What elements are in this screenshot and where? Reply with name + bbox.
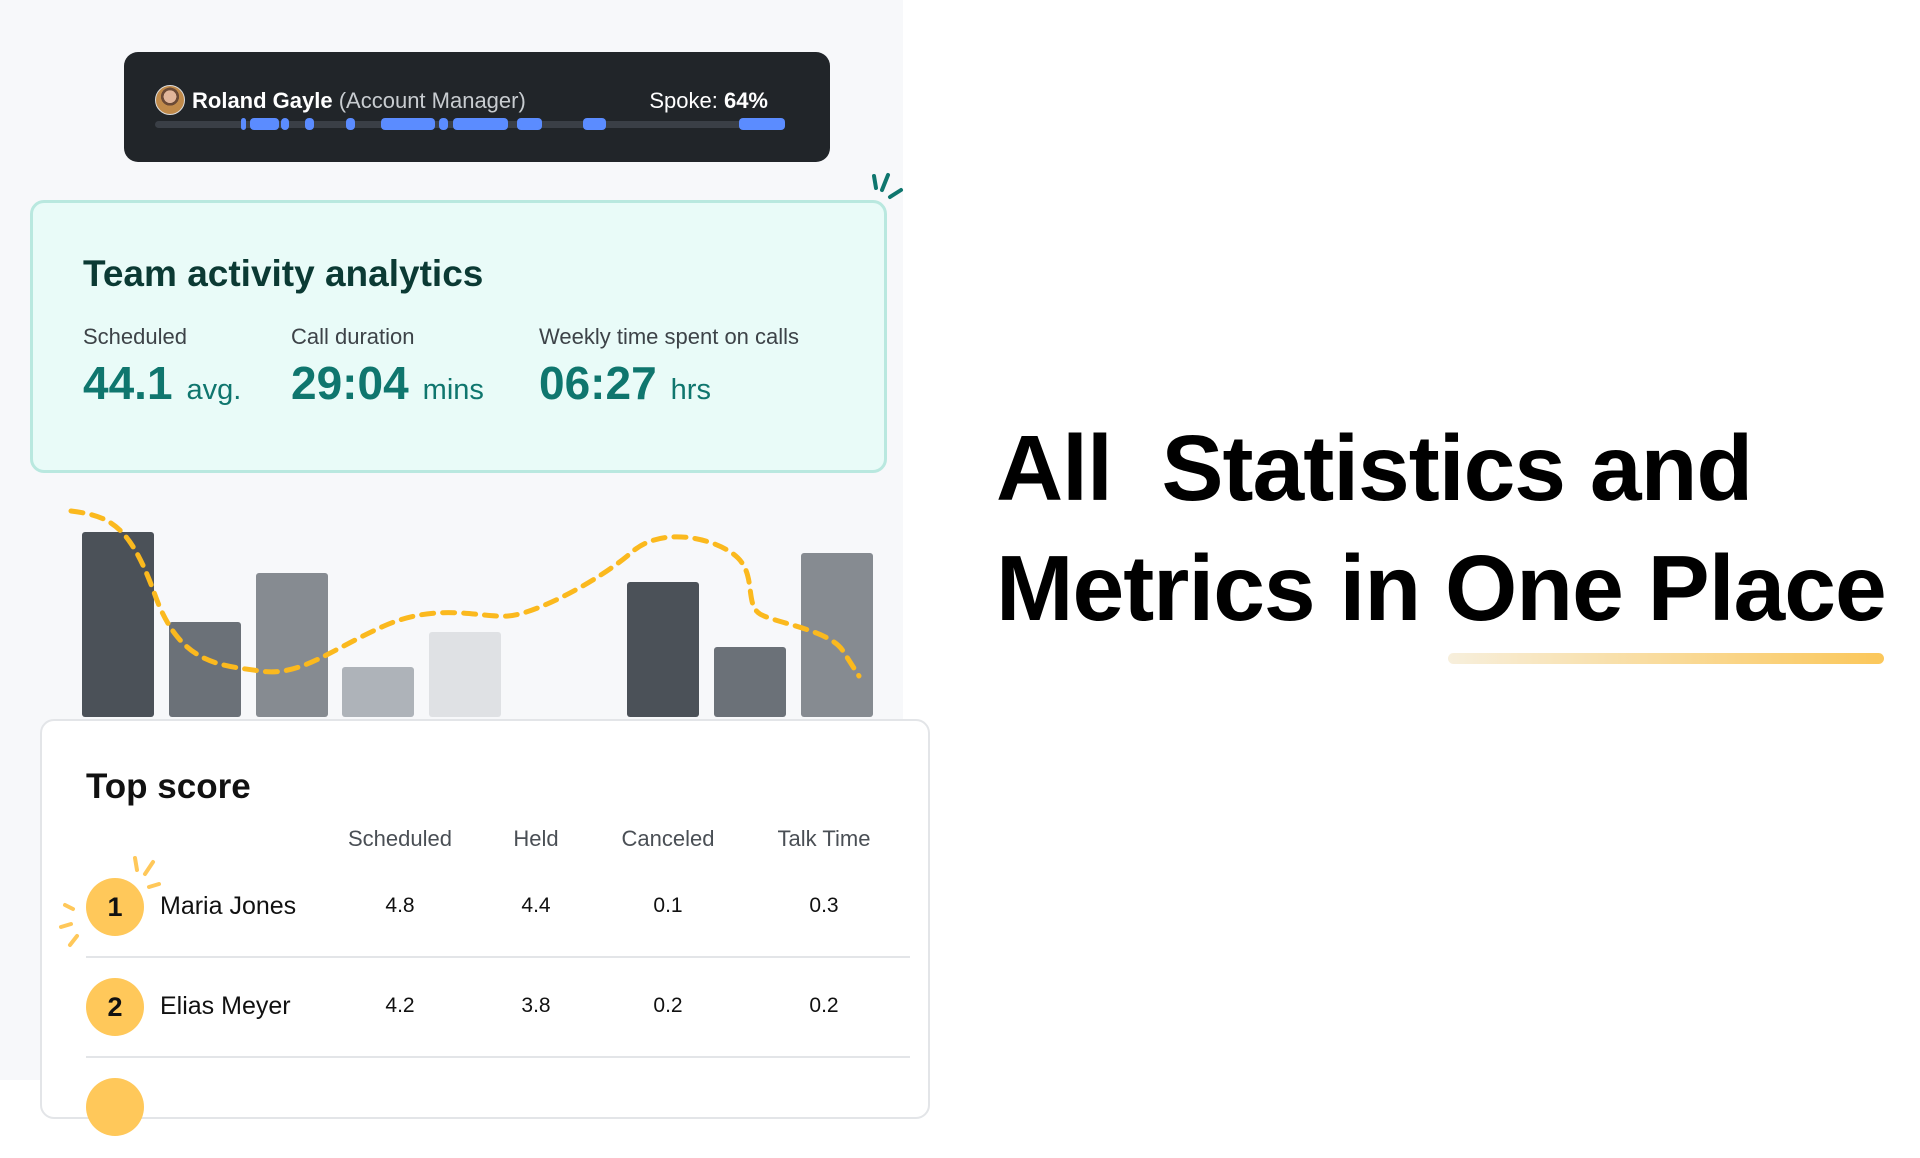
cell-scheduled: 4.8 (385, 894, 415, 917)
speech-segment (517, 118, 542, 130)
top-score-card: Top score Scheduled Held Canceled Talk T… (40, 719, 930, 1136)
table-row: 1 Maria Jones 4.8 4.4 0.1 0.3 (86, 858, 910, 958)
speech-segment (305, 118, 314, 130)
speaker-name-text: Roland Gayle (192, 88, 333, 113)
avatar (155, 85, 185, 115)
cell-talk-time: 0.3 (809, 894, 839, 917)
cell-held: 4.4 (521, 894, 551, 917)
speech-segment (241, 118, 246, 130)
sparkle-icon (872, 173, 903, 199)
stat-value: 29:04 (291, 357, 409, 409)
column-header-held: Held (513, 826, 559, 851)
rank-badge: 1 (86, 878, 144, 936)
speech-segment (583, 118, 606, 130)
speech-segment (346, 118, 355, 130)
card-title: Team activity analytics (83, 253, 484, 294)
rank-badge (86, 1078, 144, 1136)
person-name: Maria Jones (160, 892, 297, 920)
activity-bar (429, 632, 501, 717)
cell-talk-time: 0.2 (809, 994, 839, 1017)
spoke-value: 64% (723, 88, 768, 113)
speech-segment (453, 118, 508, 130)
activity-bar (342, 667, 414, 717)
stat-weekly-time: Weekly time spent on calls 06:27 hrs (539, 324, 799, 410)
sparkle-icon (59, 856, 161, 947)
cell-canceled: 0.2 (653, 994, 683, 1017)
stat-unit: avg. (186, 374, 242, 406)
card-title: Top score (86, 767, 251, 806)
row-divider (86, 956, 910, 958)
stat-value: 06:27 (539, 357, 657, 409)
speaker-card: Roland Gayle (Account Manager) Spoke: 64… (124, 52, 830, 162)
speech-segment (381, 118, 435, 130)
stat-label: Call duration (291, 324, 415, 349)
activity-bar (714, 647, 786, 717)
stat-label: Weekly time spent on calls (539, 324, 800, 349)
activity-bar (801, 553, 873, 717)
cell-held: 3.8 (521, 994, 551, 1017)
person-name: Elias Meyer (160, 992, 291, 1020)
speech-segment (281, 118, 289, 130)
speaker-role: (Account Manager) (338, 88, 526, 113)
cell-scheduled: 4.2 (385, 994, 415, 1017)
speech-timeline (155, 118, 785, 130)
stat-value: 44.1 (83, 357, 173, 409)
speech-segment (250, 118, 279, 130)
stat-unit: hrs (670, 374, 711, 406)
column-header-talk-time: Talk Time (777, 826, 871, 851)
activity-bar-chart (68, 508, 873, 717)
stat-unit: mins (422, 374, 484, 406)
column-header-canceled: Canceled (621, 826, 715, 851)
spoke-label: Spoke: (649, 88, 718, 113)
speech-segment (439, 118, 448, 130)
speech-segment (739, 118, 785, 130)
trend-line (68, 508, 862, 679)
team-activity-card: Team activity analytics Scheduled 44.1 av… (30, 200, 887, 473)
activity-bar (627, 582, 699, 717)
row-divider (86, 1056, 910, 1058)
stat-call-duration: Call duration 29:04 mins (291, 324, 484, 410)
column-header-scheduled: Scheduled (348, 826, 452, 851)
activity-bar (82, 532, 154, 717)
table-row (86, 1058, 910, 1158)
cell-canceled: 0.1 (653, 894, 683, 917)
headline-line-2: Metrics in One Place (996, 536, 1887, 640)
headline-line-1: All Statistics and (996, 416, 1753, 520)
table-row: 2 Elias Meyer 4.2 3.8 0.2 0.2 (86, 958, 910, 1058)
speaker-name: Roland Gayle (Account Manager) (192, 88, 526, 114)
headline-underline (1448, 653, 1884, 664)
stat-label: Scheduled (83, 324, 187, 349)
stat-scheduled: Scheduled 44.1 avg. (83, 324, 241, 410)
activity-bar (256, 573, 328, 717)
spoke-stat: Spoke: 64% (649, 88, 768, 114)
rank-badge: 2 (86, 978, 144, 1036)
headline: All Statistics and Metrics in One Place (996, 408, 1887, 648)
